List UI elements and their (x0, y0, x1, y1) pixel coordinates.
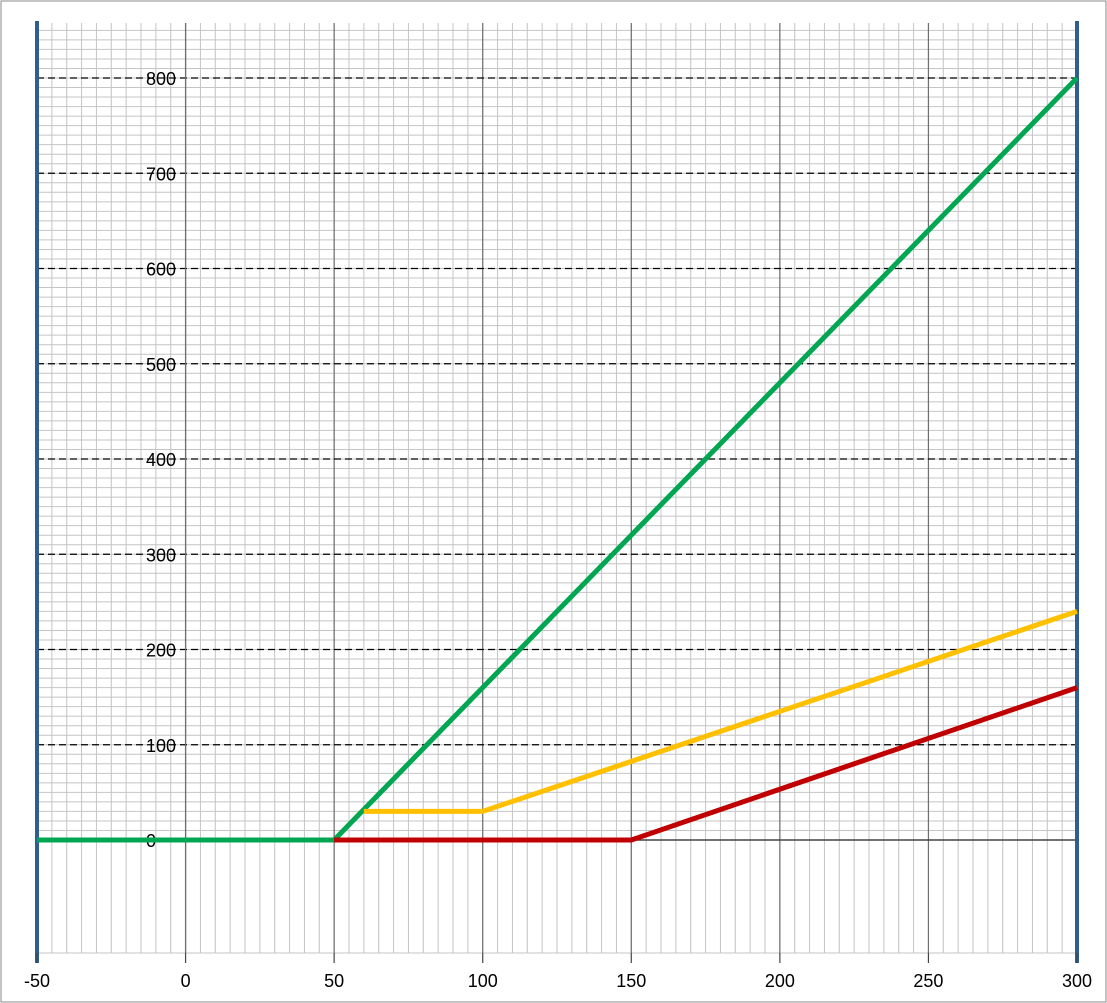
x-tick-label: 100 (468, 971, 498, 991)
series-line-2 (334, 685, 1078, 843)
y-tick-label: 800 (146, 69, 176, 89)
x-tick-label: 200 (765, 971, 795, 991)
x-tick-label: -50 (24, 971, 50, 991)
x-tick-label: 0 (181, 971, 191, 991)
series-line-1 (363, 609, 1078, 814)
y-tick-label: 700 (146, 164, 176, 184)
y-tick-label: 300 (146, 545, 176, 565)
y-tick-label: 600 (146, 260, 176, 280)
x-tick-label: 50 (324, 971, 344, 991)
y-tick-label: 500 (146, 355, 176, 375)
x-tick-label: 250 (913, 971, 943, 991)
y-tick-label: 200 (146, 641, 176, 661)
x-tick-label: 300 (1062, 971, 1092, 991)
y-tick-label: 100 (146, 736, 176, 756)
y-tick-label: 400 (146, 450, 176, 470)
x-tick-label: 150 (616, 971, 646, 991)
